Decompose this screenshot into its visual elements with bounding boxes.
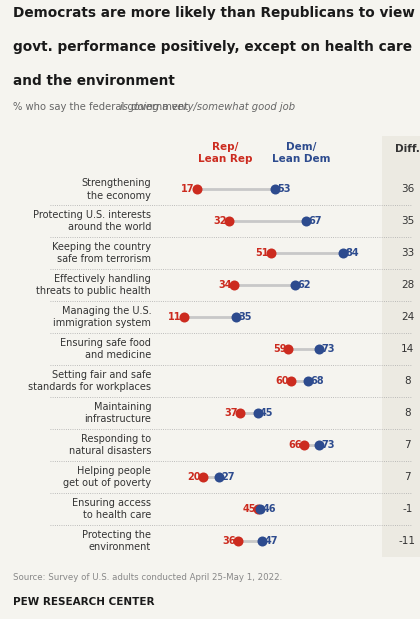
Text: Keeping the country
safe from terrorism: Keeping the country safe from terrorism (52, 242, 151, 264)
Text: 45: 45 (260, 408, 273, 418)
Point (233, 312, 239, 322)
Text: 84: 84 (345, 248, 359, 258)
Text: 35: 35 (238, 312, 252, 322)
Text: Responding to
natural disasters: Responding to natural disasters (69, 434, 151, 456)
Text: Setting fair and safe
standards for workplaces: Setting fair and safe standards for work… (28, 370, 151, 392)
Point (226, 217, 233, 227)
Text: -11: -11 (399, 536, 416, 546)
Point (259, 536, 265, 546)
Text: Democrats are more likely than Republicans to view: Democrats are more likely than Republica… (13, 6, 415, 20)
Text: Diff.: Diff. (395, 144, 420, 154)
Text: Protecting U.S. interests
around the world: Protecting U.S. interests around the wor… (33, 210, 151, 233)
Text: 59: 59 (273, 344, 286, 354)
Text: 73: 73 (321, 440, 335, 450)
Text: is doing a very/somewhat good job: is doing a very/somewhat good job (120, 102, 295, 112)
Point (231, 280, 237, 290)
Text: Maintaining
infrastructure: Maintaining infrastructure (84, 402, 151, 425)
Text: 36: 36 (223, 536, 236, 546)
Text: Rep/
Lean Rep: Rep/ Lean Rep (198, 142, 252, 164)
Text: 68: 68 (310, 376, 324, 386)
Text: 35: 35 (401, 216, 414, 227)
Text: 27: 27 (221, 472, 234, 482)
Point (255, 504, 261, 514)
Point (305, 376, 312, 386)
Text: % who say the federal government: % who say the federal government (13, 102, 191, 112)
Text: Ensuring access
to health care: Ensuring access to health care (72, 498, 151, 521)
Point (193, 184, 200, 194)
Text: 17: 17 (181, 184, 194, 194)
Point (316, 344, 323, 354)
Text: 46: 46 (262, 504, 276, 514)
Point (255, 409, 261, 418)
Text: 8: 8 (404, 408, 411, 418)
Point (302, 217, 309, 227)
Point (316, 440, 323, 450)
Text: 47: 47 (265, 536, 278, 546)
Text: Managing the U.S.
immigration system: Managing the U.S. immigration system (53, 306, 151, 329)
Text: Effectively handling
threats to public health: Effectively handling threats to public h… (37, 274, 151, 297)
Text: 62: 62 (297, 280, 311, 290)
Text: Strengthening
the economy: Strengthening the economy (81, 178, 151, 201)
Text: Ensuring safe food
and medicine: Ensuring safe food and medicine (60, 338, 151, 360)
Point (237, 409, 244, 418)
Text: 28: 28 (401, 280, 414, 290)
Point (235, 536, 242, 546)
Point (300, 440, 307, 450)
Text: 33: 33 (401, 248, 414, 258)
Point (215, 472, 222, 482)
Point (200, 472, 207, 482)
Text: 53: 53 (278, 184, 291, 194)
Text: 60: 60 (275, 376, 289, 386)
Point (272, 184, 279, 194)
Text: 34: 34 (218, 280, 232, 290)
Text: 14: 14 (401, 344, 414, 354)
Point (287, 376, 294, 386)
Text: govt. performance positively, except on health care: govt. performance positively, except on … (13, 40, 412, 54)
Text: 36: 36 (401, 184, 414, 194)
Text: 32: 32 (214, 216, 227, 227)
Point (180, 312, 187, 322)
Text: 24: 24 (401, 312, 414, 322)
Text: and the environment: and the environment (13, 74, 174, 89)
Text: 20: 20 (188, 472, 201, 482)
Text: 73: 73 (321, 344, 335, 354)
Text: Protecting the
environment: Protecting the environment (82, 530, 151, 552)
Text: 37: 37 (225, 408, 238, 418)
Text: 7: 7 (404, 472, 411, 482)
Point (285, 344, 292, 354)
Text: 11: 11 (168, 312, 181, 322)
Text: 8: 8 (404, 376, 411, 386)
Text: Source: Survey of U.S. adults conducted April 25-May 1, 2022.: Source: Survey of U.S. adults conducted … (13, 573, 282, 582)
Point (291, 280, 298, 290)
Text: 7: 7 (404, 440, 411, 450)
Point (257, 504, 263, 514)
Text: PEW RESEARCH CENTER: PEW RESEARCH CENTER (13, 597, 154, 607)
Point (268, 248, 274, 258)
Text: 51: 51 (255, 248, 269, 258)
Text: Helping people
get out of poverty: Helping people get out of poverty (63, 466, 151, 488)
Text: -1: -1 (402, 504, 412, 514)
Point (340, 248, 346, 258)
Text: 45: 45 (242, 504, 256, 514)
Text: 66: 66 (288, 440, 302, 450)
Text: Dem/
Lean Dem: Dem/ Lean Dem (272, 142, 331, 164)
Text: 67: 67 (308, 216, 322, 227)
